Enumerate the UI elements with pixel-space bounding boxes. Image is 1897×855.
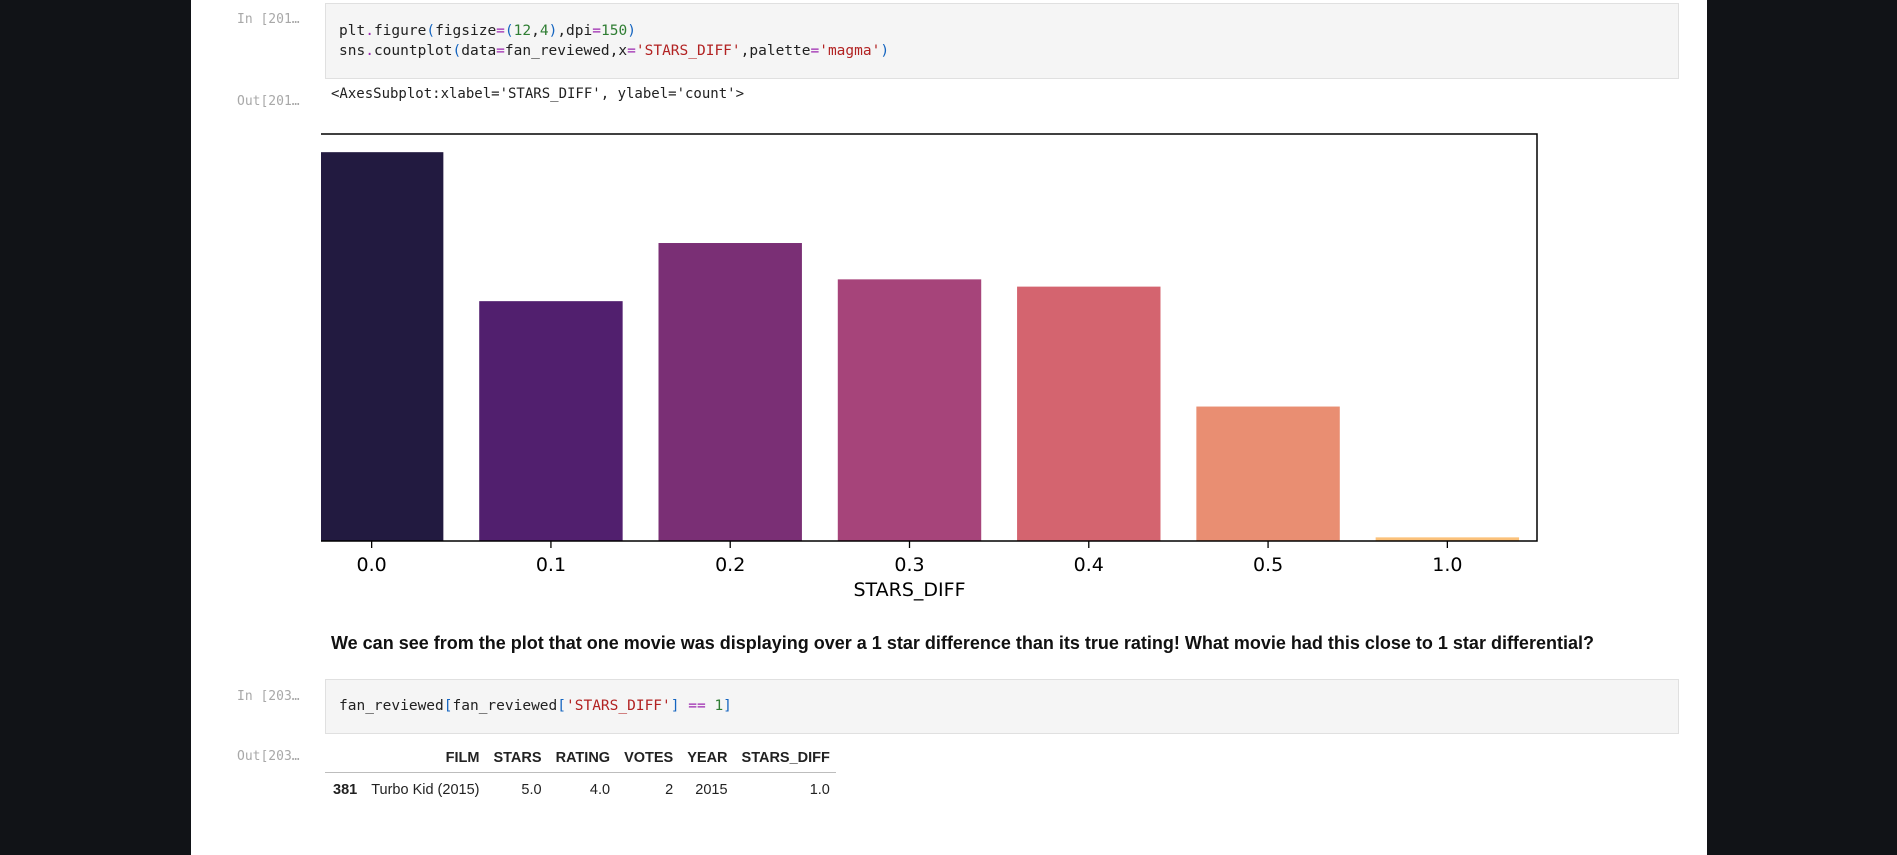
code-token: = (810, 43, 820, 59)
code-token: [ (557, 698, 566, 714)
code-token: data (461, 43, 497, 59)
chart-output: 0204060801000.00.10.20.30.40.51.0STARS_D… (207, 120, 1711, 614)
table-cell: 1.0 (809, 782, 830, 798)
code-token: 150 (600, 23, 628, 39)
code-editor[interactable]: fan_reviewed[fan_reviewed['STARS_DIFF'] … (326, 696, 1678, 716)
index-header (325, 744, 363, 773)
code-token: 'STARS_DIFF' (635, 43, 741, 59)
table-cell: 4.0 (589, 782, 611, 798)
code-token: ( (504, 23, 514, 39)
code-token: [ (443, 698, 453, 714)
column-header: VOTES (624, 750, 674, 766)
code-token: 'magma' (819, 43, 881, 59)
code-token: plt (339, 23, 366, 39)
code-cell[interactable]: plt.figure(figsize=(12,4),dpi=150) sns.co… (325, 3, 1679, 79)
column-header: STARS (493, 750, 542, 766)
notebook-page: In [201… plt.figure(figsize=(12,4),dpi=1… (191, 0, 1707, 855)
code-cell[interactable]: fan_reviewed[fan_reviewed['STARS_DIFF'] … (325, 679, 1679, 734)
code-token: fan_reviewed (504, 43, 610, 59)
code-token: , (557, 23, 567, 39)
code-token: sns (339, 43, 366, 59)
code-token: ( (452, 43, 462, 59)
bar (299, 152, 444, 541)
countplot-chart: 0204060801000.00.10.20.30.40.51.0STARS_D… (207, 133, 1538, 601)
code-token: ) (880, 43, 890, 59)
code-token: fan_reviewed (339, 698, 444, 714)
column-header: RATING (555, 750, 611, 766)
column-header: YEAR (687, 750, 728, 766)
input-prompt: In [203… (237, 689, 300, 704)
code-token (680, 698, 689, 714)
output-prompt: Out[203… (237, 749, 300, 764)
code-token: 12 (513, 23, 532, 39)
code-token: = (496, 43, 505, 59)
code-token: fan_reviewed (452, 698, 558, 714)
code-token: . (365, 43, 374, 59)
code-token: palette (749, 43, 811, 59)
code-editor[interactable]: plt.figure(figsize=(12,4),dpi=150) sns.co… (326, 21, 1678, 61)
bar (1196, 406, 1340, 541)
output-repr: <AxesSubplot:xlabel='STARS_DIFF', ylabel… (331, 86, 745, 102)
code-token: 4 (539, 23, 549, 39)
code-line: fan_reviewed[fan_reviewed['STARS_DIFF'] … (339, 696, 1678, 716)
code-token: ) (627, 23, 636, 39)
bar (658, 243, 802, 541)
code-token: . (365, 23, 374, 39)
code-token: ] (670, 698, 680, 714)
bar (1375, 537, 1520, 541)
code-token: countplot (373, 43, 453, 59)
table-cell: 5.0 (521, 782, 542, 798)
bar (1017, 286, 1161, 541)
code-token: = (627, 43, 636, 59)
x-tick-label: 0.5 (1253, 554, 1283, 576)
row-index: 381 (333, 782, 358, 798)
x-tick-label: 0.4 (1074, 554, 1104, 576)
bar (837, 279, 982, 541)
column-header: FILM (445, 750, 480, 766)
code-line: sns.countplot(data=fan_reviewed,x='STARS… (339, 41, 1678, 61)
code-token: , (609, 43, 619, 59)
x-tick-label: 1.0 (1432, 554, 1462, 576)
output-prompt: Out[201… (237, 94, 300, 109)
code-token: 'STARS_DIFF' (566, 698, 671, 714)
markdown-cell: We can see from the plot that one movie … (331, 633, 1594, 653)
table-row: 381 Turbo Kid (2015) 5.0 4.0 2 2015 1.0 (325, 773, 836, 808)
input-prompt: In [201… (237, 12, 300, 27)
x-axis-label: STARS_DIFF (853, 579, 965, 601)
x-tick-label: 0.2 (715, 554, 745, 576)
x-tick-label: 0.1 (536, 554, 566, 576)
code-token: 1 (714, 698, 724, 714)
table-cell: 2015 (695, 782, 728, 798)
dataframe-table: FILM STARS RATING VOTES YEAR STARS_DIFF … (325, 744, 836, 807)
code-token: , (740, 43, 750, 59)
x-tick-label: 0.0 (357, 554, 387, 576)
code-token: == (688, 698, 706, 714)
table-header-row: FILM STARS RATING VOTES YEAR STARS_DIFF (325, 744, 836, 773)
code-token: = (592, 23, 601, 39)
code-token: = (496, 23, 505, 39)
code-token: x (618, 43, 628, 59)
code-token: ( (426, 23, 436, 39)
code-token: ] (723, 698, 732, 714)
code-token: dpi (566, 23, 593, 39)
code-token: figsize (435, 23, 497, 39)
column-header: STARS_DIFF (741, 750, 830, 766)
code-token: figure (373, 23, 427, 39)
code-token: ) (548, 23, 558, 39)
table-cell: Turbo Kid (2015) (371, 782, 480, 798)
table-cell: 2 (665, 782, 674, 798)
code-token: , (531, 23, 540, 39)
bar (479, 301, 623, 541)
x-tick-label: 0.3 (894, 554, 924, 576)
code-line: plt.figure(figsize=(12,4),dpi=150) (339, 21, 1678, 41)
